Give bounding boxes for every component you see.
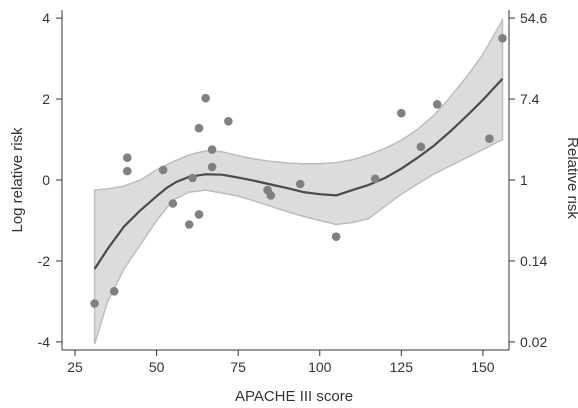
x-tick-label: 150 [471,359,495,375]
data-point [168,199,178,208]
axes-layer: 25 50 75 100 125 150 -4 -2 0 2 4 0.02 0.14 1 7.4 54.6 [38,10,547,375]
data-point [207,145,217,154]
data-point [188,173,197,183]
y-axis-title-right: Relative risk [564,137,578,219]
data-points-layer [90,34,507,308]
y-tick-label-right: 54.6 [520,10,547,26]
x-tick-label: 100 [308,359,332,375]
data-point [194,210,204,219]
data-point [416,142,426,152]
data-point [90,299,99,308]
data-point [123,153,132,162]
data-point [331,232,341,241]
data-point [158,165,168,175]
y-tick-label-right: 7.4 [520,91,540,107]
y-tick-label-left: 4 [42,10,50,26]
data-point [295,179,305,189]
data-point [432,100,442,109]
data-point [207,162,217,172]
data-point [485,134,494,143]
y-tick-label-left: 0 [42,172,50,188]
data-point [123,166,132,176]
y-tick-label-right: 1 [520,172,528,188]
data-point [266,191,276,200]
data-point [184,220,194,229]
data-point [397,108,406,118]
data-point [109,287,119,296]
fit-line-layer [93,78,504,270]
x-tick-label: 50 [149,359,165,375]
data-point [194,123,204,133]
data-point [224,117,233,126]
x-axis-title: APACHE III score [235,388,353,405]
data-point [498,34,507,43]
y-axis-title-left: Log relative risk [9,127,26,233]
x-tick-label: 75 [230,359,246,375]
fit-line [93,78,504,270]
x-tick-label: 25 [67,359,83,375]
y-tick-label-left: -2 [38,253,51,269]
data-point [370,174,380,184]
y-tick-label-right: 0.14 [520,253,547,269]
y-tick-label-left: -4 [38,334,51,350]
y-tick-label-right: 0.02 [520,334,547,350]
data-point [201,93,210,103]
x-tick-label: 125 [390,359,414,375]
y-tick-label-left: 2 [42,91,50,107]
